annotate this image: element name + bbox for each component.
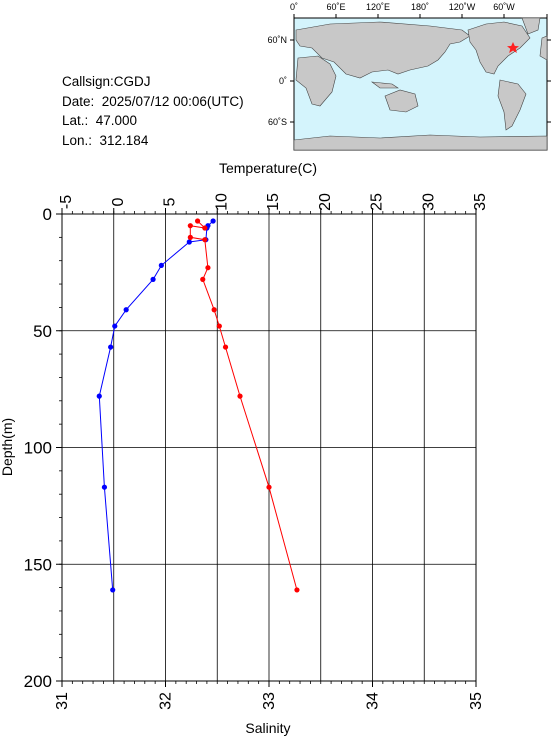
salinity-point (211, 307, 217, 313)
top-tick-label: 0 (110, 197, 127, 206)
bottom-tick-label: 31 (54, 692, 71, 710)
map-lon-label: 60˚W (493, 2, 515, 12)
temperature-point (123, 307, 129, 313)
bottom-axis-label: Salinity (245, 720, 290, 736)
salinity-point (194, 218, 201, 224)
top-tick-label: 15 (265, 193, 282, 211)
salinity-point (200, 276, 206, 282)
temperature-point (150, 276, 156, 282)
salinity-line (189, 220, 298, 591)
station-marker (507, 42, 519, 53)
top-tick-label: 30 (420, 193, 437, 211)
map-lat-label: 60˚N (267, 35, 287, 45)
bottom-tick-label: 32 (158, 692, 175, 710)
map-lon-label: 120˚E (366, 2, 390, 12)
salinity-point (237, 393, 243, 399)
map-lon-label: 60˚E (326, 2, 345, 12)
y-tick-label: 150 (24, 555, 52, 574)
temperature-point (112, 323, 118, 329)
salinity-point (266, 484, 272, 490)
chart-grid (61, 213, 477, 682)
y-tick-label: 200 (24, 672, 52, 691)
temperature-point (101, 484, 108, 490)
top-tick-label: 5 (162, 197, 179, 206)
map-land (293, 17, 548, 151)
date: Date: 2025/07/12 00:06(UTC) (62, 93, 244, 109)
temperature-point (110, 587, 116, 593)
salinity-point (294, 587, 300, 593)
top-tick-label: -5 (58, 195, 75, 209)
callsign: Callsign:CGDJ (62, 74, 151, 89)
salinity-point (202, 237, 208, 243)
temperature-point (158, 262, 164, 268)
map-lon-label: 180˚ (411, 2, 429, 12)
temperature-line (98, 220, 214, 590)
salinity-point (187, 223, 193, 229)
bottom-tick-label: 33 (261, 692, 278, 710)
map-lon-label: 0˚ (290, 2, 298, 12)
location-map: 0˚ 60˚E 120˚E 180˚ 120˚W 60˚W 60˚N 0˚ 60… (267, 2, 551, 151)
salinity-point (187, 234, 193, 240)
map-lat-label: 60˚S (268, 117, 287, 127)
longitude: Lon.: 312.184 (62, 132, 149, 148)
y-tick-label: 50 (33, 322, 52, 341)
y-tick-label: 100 (24, 439, 52, 458)
bottom-tick-label: 34 (365, 692, 382, 710)
temperature-point (96, 393, 102, 399)
y-axis-label: Depth(m) (0, 418, 15, 476)
y-tick-label: 0 (43, 205, 52, 224)
top-tick-label: 20 (317, 193, 334, 211)
latitude: Lat.: 47.000 (62, 113, 138, 128)
top-tick-label: 25 (369, 193, 386, 211)
map-lat-label: 0˚ (279, 76, 287, 86)
temperature-point (108, 344, 114, 350)
temperature-point (210, 218, 216, 224)
salinity-point (222, 344, 229, 350)
top-axis-label: Temperature(C) (219, 160, 317, 176)
salinity-point (202, 225, 208, 231)
top-tick-label: 35 (472, 193, 489, 211)
station-info: Callsign:CGDJ Date: 2025/07/12 00:06(UTC… (62, 72, 244, 150)
bottom-tick-label: 35 (468, 692, 485, 710)
top-tick-label: 10 (213, 193, 230, 211)
temperature-point (186, 239, 192, 245)
salinity-point (205, 265, 211, 271)
salinity-point (216, 323, 222, 329)
map-lon-label: 120˚W (449, 2, 476, 12)
